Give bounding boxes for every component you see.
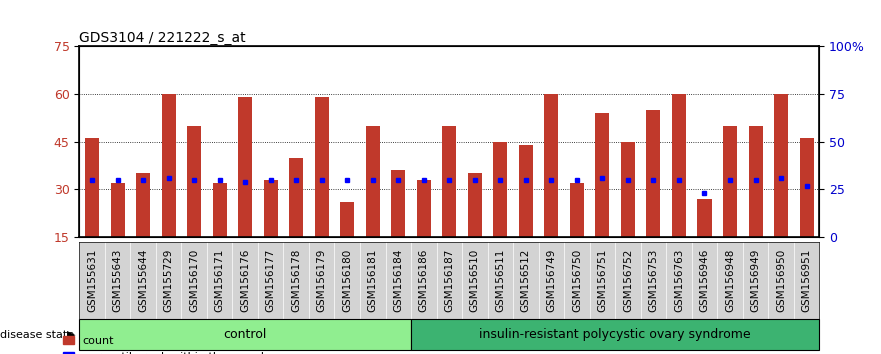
Text: GSM156180: GSM156180 bbox=[342, 249, 352, 312]
Bar bbox=[136, 173, 150, 237]
Text: GSM156176: GSM156176 bbox=[241, 249, 250, 312]
Bar bbox=[672, 94, 686, 237]
Text: GSM156753: GSM156753 bbox=[648, 249, 658, 312]
Text: GSM156749: GSM156749 bbox=[546, 249, 557, 312]
Bar bbox=[544, 94, 559, 237]
Text: GSM156184: GSM156184 bbox=[393, 249, 403, 312]
Text: GSM156763: GSM156763 bbox=[674, 249, 684, 312]
Text: GSM156510: GSM156510 bbox=[470, 249, 480, 312]
Text: GSM155643: GSM155643 bbox=[113, 249, 122, 312]
Text: GSM156177: GSM156177 bbox=[266, 249, 276, 312]
Bar bbox=[519, 145, 533, 237]
Bar bbox=[698, 199, 712, 237]
Bar bbox=[417, 180, 431, 237]
Bar bbox=[161, 94, 175, 237]
Text: GSM156950: GSM156950 bbox=[776, 249, 786, 312]
Text: GSM156178: GSM156178 bbox=[292, 249, 301, 312]
Text: GSM156752: GSM156752 bbox=[623, 249, 633, 312]
Text: control: control bbox=[224, 328, 267, 341]
Text: GSM156170: GSM156170 bbox=[189, 249, 199, 312]
Bar bbox=[85, 138, 99, 237]
Text: GSM156186: GSM156186 bbox=[418, 249, 429, 312]
Text: GSM155631: GSM155631 bbox=[87, 249, 97, 312]
Text: GSM156946: GSM156946 bbox=[700, 249, 709, 312]
Text: GSM156187: GSM156187 bbox=[444, 249, 455, 312]
Bar bbox=[621, 142, 635, 237]
Bar bbox=[570, 183, 584, 237]
Bar bbox=[391, 170, 405, 237]
Text: GSM156949: GSM156949 bbox=[751, 249, 760, 312]
Bar bbox=[110, 183, 124, 237]
Bar bbox=[411, 319, 819, 350]
Bar bbox=[774, 94, 788, 237]
Bar bbox=[647, 110, 661, 237]
Text: GDS3104 / 221222_s_at: GDS3104 / 221222_s_at bbox=[79, 31, 246, 45]
Bar bbox=[468, 173, 482, 237]
Text: GSM156181: GSM156181 bbox=[367, 249, 378, 312]
Bar bbox=[238, 97, 252, 237]
Text: GSM155644: GSM155644 bbox=[138, 249, 148, 312]
Bar bbox=[340, 202, 354, 237]
Text: disease state: disease state bbox=[0, 330, 78, 339]
Bar bbox=[749, 126, 763, 237]
Text: GSM156750: GSM156750 bbox=[572, 249, 582, 312]
Text: GSM156751: GSM156751 bbox=[597, 249, 607, 312]
Bar bbox=[79, 319, 411, 350]
Text: GSM155729: GSM155729 bbox=[164, 249, 174, 312]
Bar bbox=[289, 158, 303, 237]
Bar bbox=[263, 180, 278, 237]
Text: GSM156948: GSM156948 bbox=[725, 249, 735, 312]
Bar bbox=[493, 142, 507, 237]
Text: GSM156512: GSM156512 bbox=[521, 249, 531, 312]
Text: ▶: ▶ bbox=[67, 330, 76, 339]
Text: GSM156951: GSM156951 bbox=[802, 249, 811, 312]
Text: insulin-resistant polycystic ovary syndrome: insulin-resistant polycystic ovary syndr… bbox=[479, 328, 751, 341]
Text: GSM156511: GSM156511 bbox=[495, 249, 506, 312]
Bar bbox=[596, 113, 610, 237]
Bar bbox=[723, 126, 737, 237]
Bar bbox=[187, 126, 201, 237]
Bar bbox=[800, 138, 813, 237]
Text: GSM156179: GSM156179 bbox=[316, 249, 327, 312]
Bar bbox=[442, 126, 456, 237]
Bar bbox=[315, 97, 329, 237]
Text: GSM156171: GSM156171 bbox=[215, 249, 225, 312]
Legend: count, percentile rank within the sample: count, percentile rank within the sample bbox=[58, 331, 275, 354]
Bar bbox=[212, 183, 226, 237]
Bar bbox=[366, 126, 380, 237]
